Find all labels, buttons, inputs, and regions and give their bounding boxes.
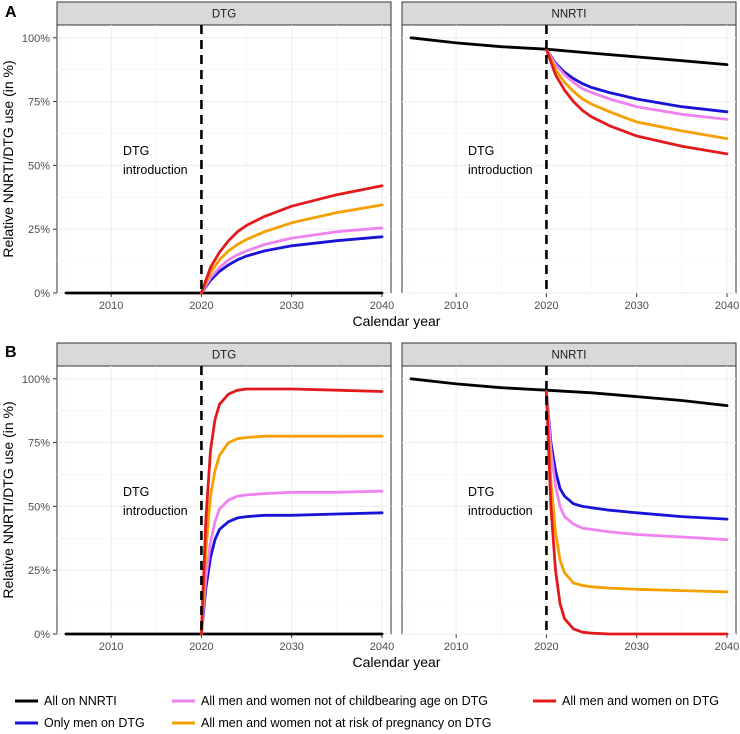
- series-line-men: [199, 511, 384, 636]
- x-tick-label: 2040: [370, 300, 394, 312]
- series-line-all: [545, 47, 729, 156]
- x-tick-label: 2030: [624, 641, 648, 653]
- panel-a-dtg: DTG 2010 2020 2030 2040 0% 25% 50% 75% 100% DTG int…: [22, 1, 394, 312]
- row-a: A DTG 2010 2020 2030 2040 0% 25% 50% 75% 100% DTG in…: [0, 1, 739, 329]
- row-b: B DTG 2010 2020 2030 2040 0% 25% 50% 75% 100% DTG in…: [0, 342, 739, 670]
- x-tick-label: 2040: [370, 641, 394, 653]
- annotation-dtg: DTG: [468, 144, 494, 158]
- x-tick-label: 2010: [99, 641, 123, 653]
- series-line-notchild: [199, 489, 384, 636]
- legend-label-nnrti: All on NNRTI: [44, 694, 117, 708]
- series-line-notrisk: [199, 434, 384, 636]
- x-tick-label: 2030: [624, 300, 648, 312]
- annotation-dtg: DTG: [123, 485, 149, 499]
- legend-item-men: Only men on DTG: [15, 716, 145, 730]
- x-tick-label: 2020: [189, 300, 213, 312]
- facet-strip-label: NNRTI: [552, 9, 587, 21]
- x-tick-label: 2020: [189, 641, 213, 653]
- y-tick-label: 0%: [34, 629, 50, 641]
- series-line-all: [199, 184, 384, 295]
- legend-item-notrisk: All men and women not at risk of pregnan…: [172, 716, 491, 730]
- y-tick-label: 100%: [22, 374, 50, 386]
- series-line-men: [545, 390, 729, 521]
- series-line-men: [199, 235, 384, 295]
- legend-label-notrisk: All men and women not at risk of pregnan…: [201, 716, 491, 730]
- panel-a-nnrti: NNRTI 2010 2020 2030 2040 DTG introduction: [401, 1, 739, 312]
- x-tick-label: 2020: [534, 641, 558, 653]
- series-line-notrisk: [545, 390, 729, 594]
- series-line-nnrti: [409, 36, 729, 66]
- y-axis-title: Relative NNRTI/DTG use (in %): [0, 60, 16, 257]
- series-line-notchild: [545, 390, 729, 541]
- legend-item-nnrti: All on NNRTI: [15, 694, 117, 708]
- legend-label-all: All men and women on DTG: [562, 694, 719, 708]
- plot-area: [401, 24, 737, 294]
- x-tick-label: 2020: [534, 300, 558, 312]
- y-axis-title: Relative NNRTI/DTG use (in %): [0, 401, 16, 598]
- y-tick-label: 0%: [34, 288, 50, 300]
- x-tick-label: 2040: [715, 641, 739, 653]
- legend-item-notchild: All men and women not of childbearing ag…: [172, 694, 488, 708]
- y-tick-label: 50%: [28, 160, 50, 172]
- annotation-introduction: introduction: [468, 163, 533, 177]
- panel-b-nnrti: NNRTI 2010 2020 2030 2040 DTG introduction: [401, 342, 739, 653]
- series-line-notchild: [199, 226, 384, 295]
- series-line-notrisk: [199, 203, 384, 295]
- series-line-notrisk: [545, 47, 729, 141]
- y-tick-label: 50%: [28, 501, 50, 513]
- x-tick-label: 2010: [444, 300, 468, 312]
- plot-area: [56, 24, 392, 294]
- annotation-dtg: DTG: [468, 485, 494, 499]
- series-line-nnrti: [409, 377, 729, 408]
- annotation-dtg: DTG: [123, 144, 149, 158]
- panel-tag-b: B: [5, 344, 17, 361]
- annotation-introduction: introduction: [468, 504, 533, 518]
- x-tick-label: 2010: [99, 300, 123, 312]
- y-tick-label: 75%: [28, 97, 50, 109]
- plot-area: [56, 365, 392, 635]
- x-axis-title: Calendar year: [353, 654, 441, 670]
- y-tick-label: 75%: [28, 438, 50, 450]
- annotation-introduction: introduction: [123, 163, 188, 177]
- facet-strip-label: NNRTI: [552, 350, 587, 362]
- x-tick-label: 2030: [279, 300, 303, 312]
- annotation-introduction: introduction: [123, 504, 188, 518]
- x-tick-label: 2030: [279, 641, 303, 653]
- panel-tag-a: A: [5, 4, 17, 21]
- legend-label-men: Only men on DTG: [44, 716, 145, 730]
- x-tick-label: 2010: [444, 641, 468, 653]
- x-tick-label: 2040: [715, 300, 739, 312]
- x-axis-title: Calendar year: [353, 313, 441, 329]
- y-tick-label: 25%: [28, 565, 50, 577]
- series-line-notchild: [545, 47, 729, 121]
- legend: All on NNRTI Only men on DTG All men and w…: [15, 694, 719, 730]
- series-line-all: [199, 387, 384, 636]
- facet-strip-label: DTG: [212, 9, 236, 21]
- legend-item-all: All men and women on DTG: [533, 694, 719, 708]
- y-tick-label: 100%: [22, 33, 50, 45]
- y-tick-label: 25%: [28, 224, 50, 236]
- facet-strip-label: DTG: [212, 350, 236, 362]
- legend-label-notchild: All men and women not of childbearing ag…: [201, 694, 488, 708]
- series-line-all: [545, 390, 729, 636]
- panel-b-dtg: DTG 2010 2020 2030 2040 0% 25% 50% 75% 100% DTG int…: [22, 342, 394, 653]
